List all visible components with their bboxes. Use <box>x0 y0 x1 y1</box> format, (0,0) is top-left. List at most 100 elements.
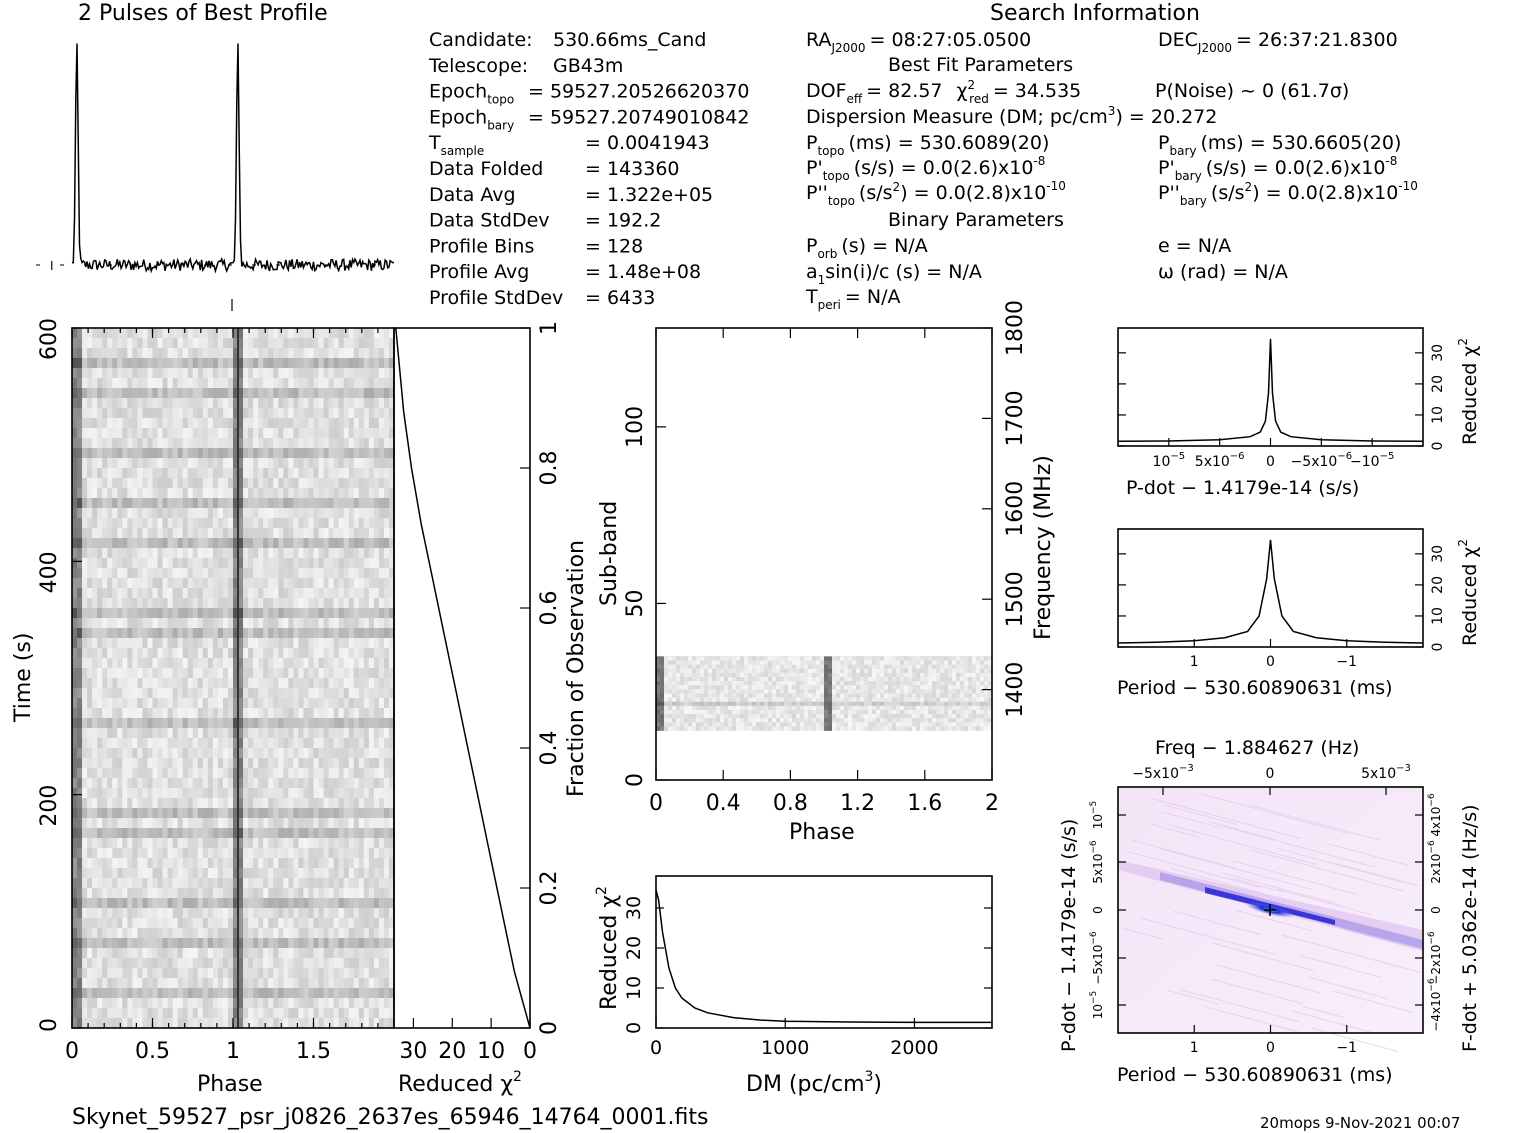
time-phase-cell <box>227 728 234 739</box>
time-phase-cell <box>177 658 183 669</box>
time-phase-cell <box>358 488 365 499</box>
time-phase-cell <box>157 568 163 579</box>
time-phase-cell <box>77 928 83 939</box>
time-phase-cell <box>333 338 339 349</box>
time-phase-cell <box>333 958 339 969</box>
time-phase-cell <box>157 418 163 429</box>
time-phase-cell <box>112 708 118 719</box>
time-phase-cell <box>313 958 319 969</box>
time-phase-cell <box>318 348 324 359</box>
time-phase-cell <box>217 428 224 439</box>
time-phase-cell <box>97 338 103 349</box>
subband-cell <box>788 668 793 674</box>
time-phase-cell <box>152 828 158 839</box>
time-phase-cell <box>233 908 239 919</box>
time-phase-cell <box>363 908 370 919</box>
time-phase-cell <box>268 918 274 929</box>
time-phase-cell <box>122 798 128 809</box>
time-phase-cell <box>343 458 350 469</box>
subband-cell <box>832 660 837 665</box>
time-phase-cell <box>313 778 319 789</box>
time-phase-cell <box>117 918 123 929</box>
time-phase-cell <box>157 628 163 639</box>
time-phase-cell <box>87 648 93 659</box>
time-phase-cell <box>142 558 148 569</box>
time-phase-cell <box>222 818 229 829</box>
time-phase-cell <box>343 498 350 509</box>
time-phase-cell <box>162 828 168 839</box>
time-phase-cell <box>263 508 269 519</box>
subband-cell <box>792 664 797 670</box>
time-phase-cell <box>238 918 244 929</box>
time-phase-cell <box>217 698 224 709</box>
time-phase-cell <box>142 548 148 559</box>
time-phase-cell <box>243 488 249 499</box>
subband-cell <box>732 672 737 678</box>
time-phase-cell <box>82 588 88 599</box>
time-phase-cell <box>338 788 344 799</box>
time-phase-cell <box>303 978 309 989</box>
time-phase-cell <box>112 838 118 849</box>
time-phase-cell <box>72 668 78 679</box>
time-phase-cell <box>318 498 324 509</box>
time-phase-cell <box>303 328 309 339</box>
time-phase-cell <box>248 668 254 679</box>
time-phase-cell <box>217 858 224 869</box>
subband-cell <box>976 656 981 661</box>
time-phase-cell <box>263 478 269 489</box>
time-phase-cell <box>137 418 143 429</box>
time-phase-cell <box>137 498 143 509</box>
time-phase-cell <box>298 998 304 1009</box>
time-phase-cell <box>152 748 158 759</box>
time-phase-cell <box>288 838 294 849</box>
time-phase-cell <box>122 728 128 739</box>
time-phase-cell <box>107 678 113 689</box>
time-phase-cell <box>132 778 138 789</box>
time-phase-cell <box>323 758 329 769</box>
time-phase-cell <box>233 918 239 929</box>
time-phase-cell <box>112 638 118 649</box>
time-phase-cell <box>227 528 234 539</box>
time-phase-cell <box>167 428 173 439</box>
time-phase-cell <box>308 468 314 479</box>
subband-cell <box>972 668 977 674</box>
time-phase-cell <box>87 448 93 459</box>
time-phase-cell <box>207 808 214 819</box>
time-phase-cell <box>142 838 148 849</box>
time-phase-cell <box>383 408 390 419</box>
time-phase-cell <box>293 788 299 799</box>
time-phase-cell <box>117 588 123 599</box>
time-phase-cell <box>197 358 204 369</box>
time-phase-cell <box>102 698 108 709</box>
time-phase-cell <box>298 328 304 339</box>
time-phase-cell <box>132 558 138 569</box>
time-phase-cell <box>87 898 93 909</box>
subband-cell <box>944 660 949 665</box>
time-phase-cell <box>77 548 83 559</box>
time-phase-cell <box>248 918 254 929</box>
time-phase-cell <box>328 658 334 669</box>
time-phase-cell <box>197 758 204 769</box>
time-phase-cell <box>288 478 294 489</box>
time-phase-cell <box>283 838 289 849</box>
time-phase-cell <box>97 528 103 539</box>
time-phase-cell <box>313 408 319 419</box>
time-phase-cell <box>152 398 158 409</box>
time-phase-cell <box>243 338 249 349</box>
time-phase-cell <box>288 438 294 449</box>
time-phase-cell <box>378 478 385 489</box>
time-phase-cell <box>162 398 168 409</box>
time-phase-cell <box>258 798 264 809</box>
subband-cell <box>660 672 665 678</box>
time-phase-cell <box>323 798 329 809</box>
time-phase-cell <box>197 588 204 599</box>
time-phase-cell <box>132 628 138 639</box>
time-phase-cell <box>167 368 173 379</box>
time-phase-cell <box>333 698 339 709</box>
time-phase-cell <box>122 448 128 459</box>
subband-cell <box>924 660 929 665</box>
time-phase-cell <box>248 418 254 429</box>
time-phase-cell <box>353 428 360 439</box>
time-phase-cell <box>147 768 153 779</box>
time-phase-cell <box>217 1018 224 1029</box>
